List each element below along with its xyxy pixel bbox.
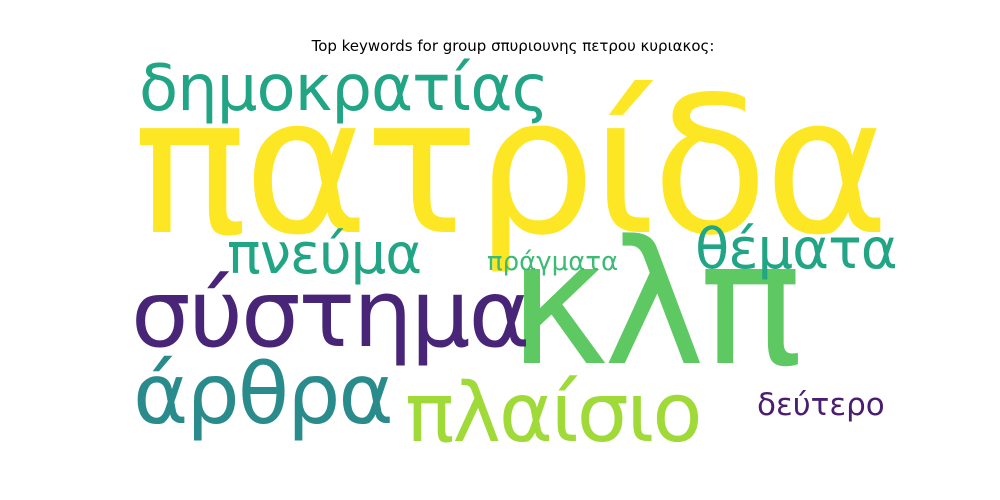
word-patrida: πατρίδα (133, 56, 889, 277)
word-themata: θέματα (695, 217, 898, 282)
word-arthra: άρθρα (133, 345, 394, 443)
word-pnevma: πνεύμα (227, 222, 422, 287)
word-dimokratias: δημοκρατίας (139, 52, 549, 126)
word-pragmata: πράγματα (487, 247, 619, 277)
word-systima: σύστημα (131, 260, 530, 369)
word-plaisio: πλαίσιο (405, 366, 703, 461)
word-deftero: δεύτερο (757, 387, 885, 423)
word-klp: κλπ (508, 203, 803, 404)
chart-title: Top keywords for group σπυριουνης πετρου… (311, 37, 715, 55)
